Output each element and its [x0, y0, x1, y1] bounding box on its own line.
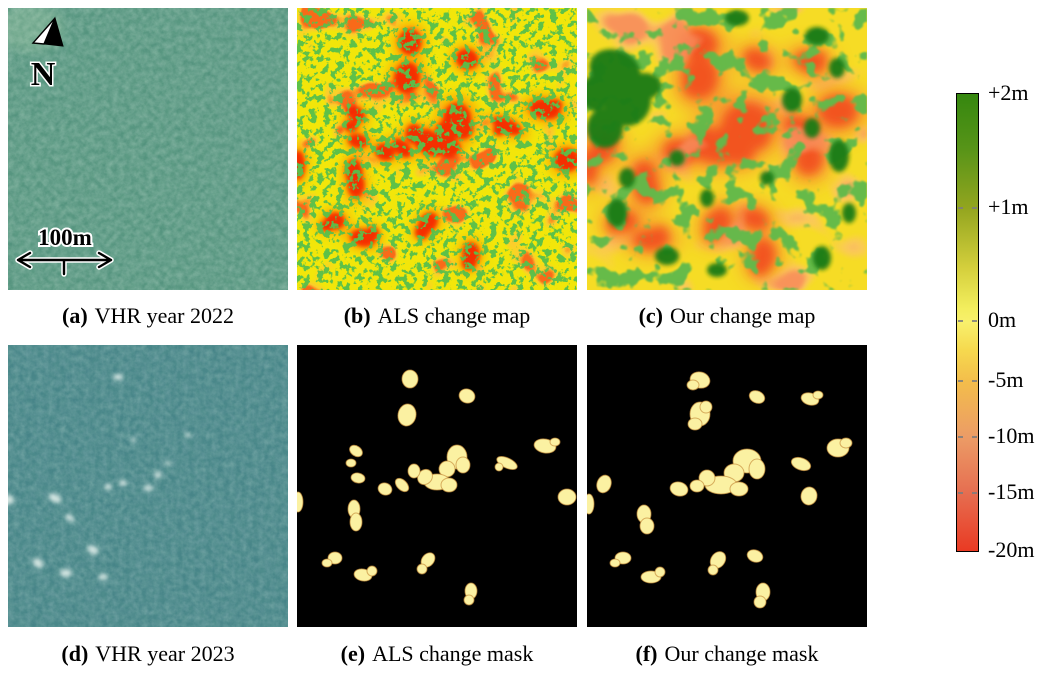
panel-our-change-map — [587, 8, 867, 290]
caption-d: (d) VHR year 2023 — [8, 641, 288, 667]
change-mask-blobs — [587, 371, 853, 609]
caption-d-label: (d) — [61, 641, 89, 666]
colorbar-tick-label: -15m — [988, 478, 1035, 504]
caption-e-label: (e) — [340, 641, 366, 666]
satellite-image-2022: N 100m — [8, 8, 288, 290]
change-mask-blobs — [297, 369, 577, 606]
colorbar-tick-mark — [972, 380, 977, 383]
our-change-heatmap — [587, 8, 867, 290]
als-change-heatmap — [297, 8, 577, 290]
caption-b: (b) ALS change map — [297, 303, 577, 329]
als-change-mask-image — [297, 345, 577, 627]
colorbar-tick-label: 0m — [988, 307, 1017, 333]
heatmap-green-patches — [587, 10, 856, 277]
our-change-mask-image — [587, 345, 867, 627]
caption-b-text: ALS change map — [377, 303, 531, 328]
caption-c-text: Our change map — [670, 303, 816, 328]
caption-f-text: Our change mask — [664, 641, 819, 666]
colorbar-tick-mark — [958, 491, 963, 494]
forest-clearings — [8, 374, 191, 580]
panel-vhr-2023 — [8, 345, 288, 627]
panel-als-change-mask — [297, 345, 577, 627]
caption-a-label: (a) — [62, 303, 88, 328]
colorbar-tick-label: -5m — [988, 367, 1024, 393]
caption-c: (c) Our change map — [587, 303, 867, 329]
north-arrow-icon — [31, 16, 64, 47]
colorbar-tick-mark — [972, 207, 977, 210]
colorbar-gradient — [957, 94, 978, 551]
caption-e-text: ALS change mask — [372, 641, 534, 666]
caption-a: (a) VHR year 2022 — [8, 303, 288, 329]
satellite-image-2023 — [8, 345, 288, 627]
colorbar-tick-mark — [972, 436, 977, 439]
north-label: N — [31, 56, 56, 93]
caption-b-label: (b) — [343, 303, 371, 328]
panel-our-change-mask — [587, 345, 867, 627]
caption-c-label: (c) — [638, 303, 664, 328]
colorbar-tick-mark — [972, 320, 977, 323]
panel-vhr-2022: N 100m — [8, 8, 288, 290]
colorbar-tick-label: +2m — [988, 80, 1029, 105]
colorbar-tick-label: -10m — [988, 423, 1035, 449]
colorbar-tick-mark — [958, 380, 963, 383]
colorbar-tick-labels: +2m +1m 0m -5m -10m -15m -20m — [988, 80, 1038, 562]
colorbar — [956, 93, 979, 552]
panel-als-change-map — [297, 8, 577, 290]
scale-bar: 100m — [15, 223, 114, 277]
colorbar-tick-mark — [958, 320, 963, 323]
scale-bar-label: 100m — [38, 225, 92, 250]
caption-a-text: VHR year 2022 — [94, 303, 234, 328]
caption-e: (e) ALS change mask — [297, 641, 577, 667]
colorbar-tick-mark — [972, 491, 977, 494]
caption-f: (f) Our change mask — [587, 641, 867, 667]
colorbar-tick-mark — [958, 436, 963, 439]
colorbar-tick-label: -20m — [988, 537, 1035, 562]
colorbar-tick-mark — [958, 207, 963, 210]
colorbar-tick-label: +1m — [988, 194, 1029, 220]
caption-f-label: (f) — [635, 641, 658, 666]
caption-d-text: VHR year 2023 — [95, 641, 235, 666]
